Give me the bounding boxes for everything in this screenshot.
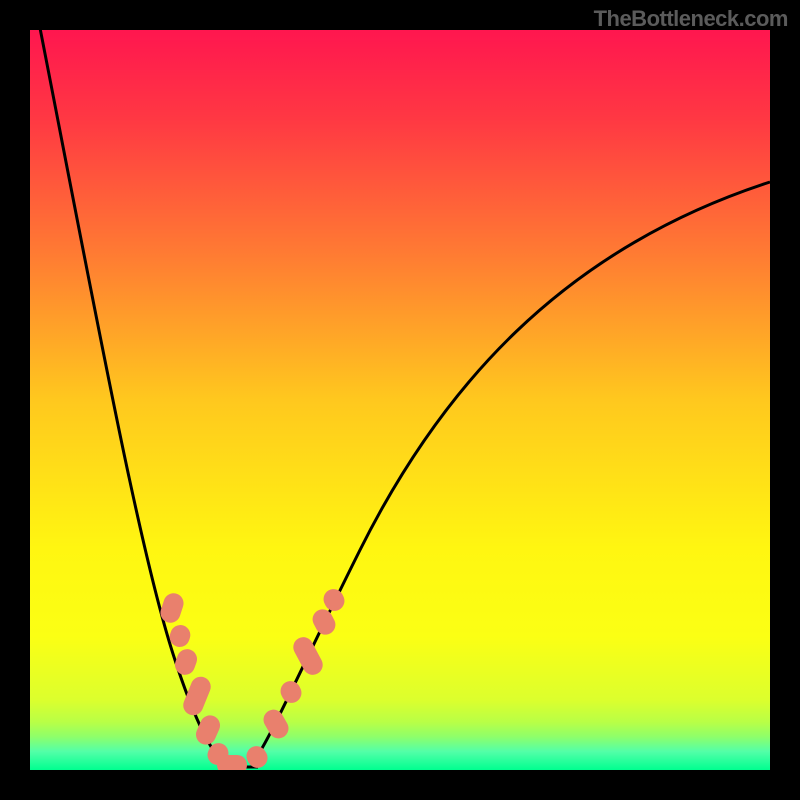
chart-svg (0, 0, 800, 800)
plot-area-gradient (30, 30, 770, 770)
chart-stage: TheBottleneck.com (0, 0, 800, 800)
watermark-text: TheBottleneck.com (594, 6, 788, 32)
